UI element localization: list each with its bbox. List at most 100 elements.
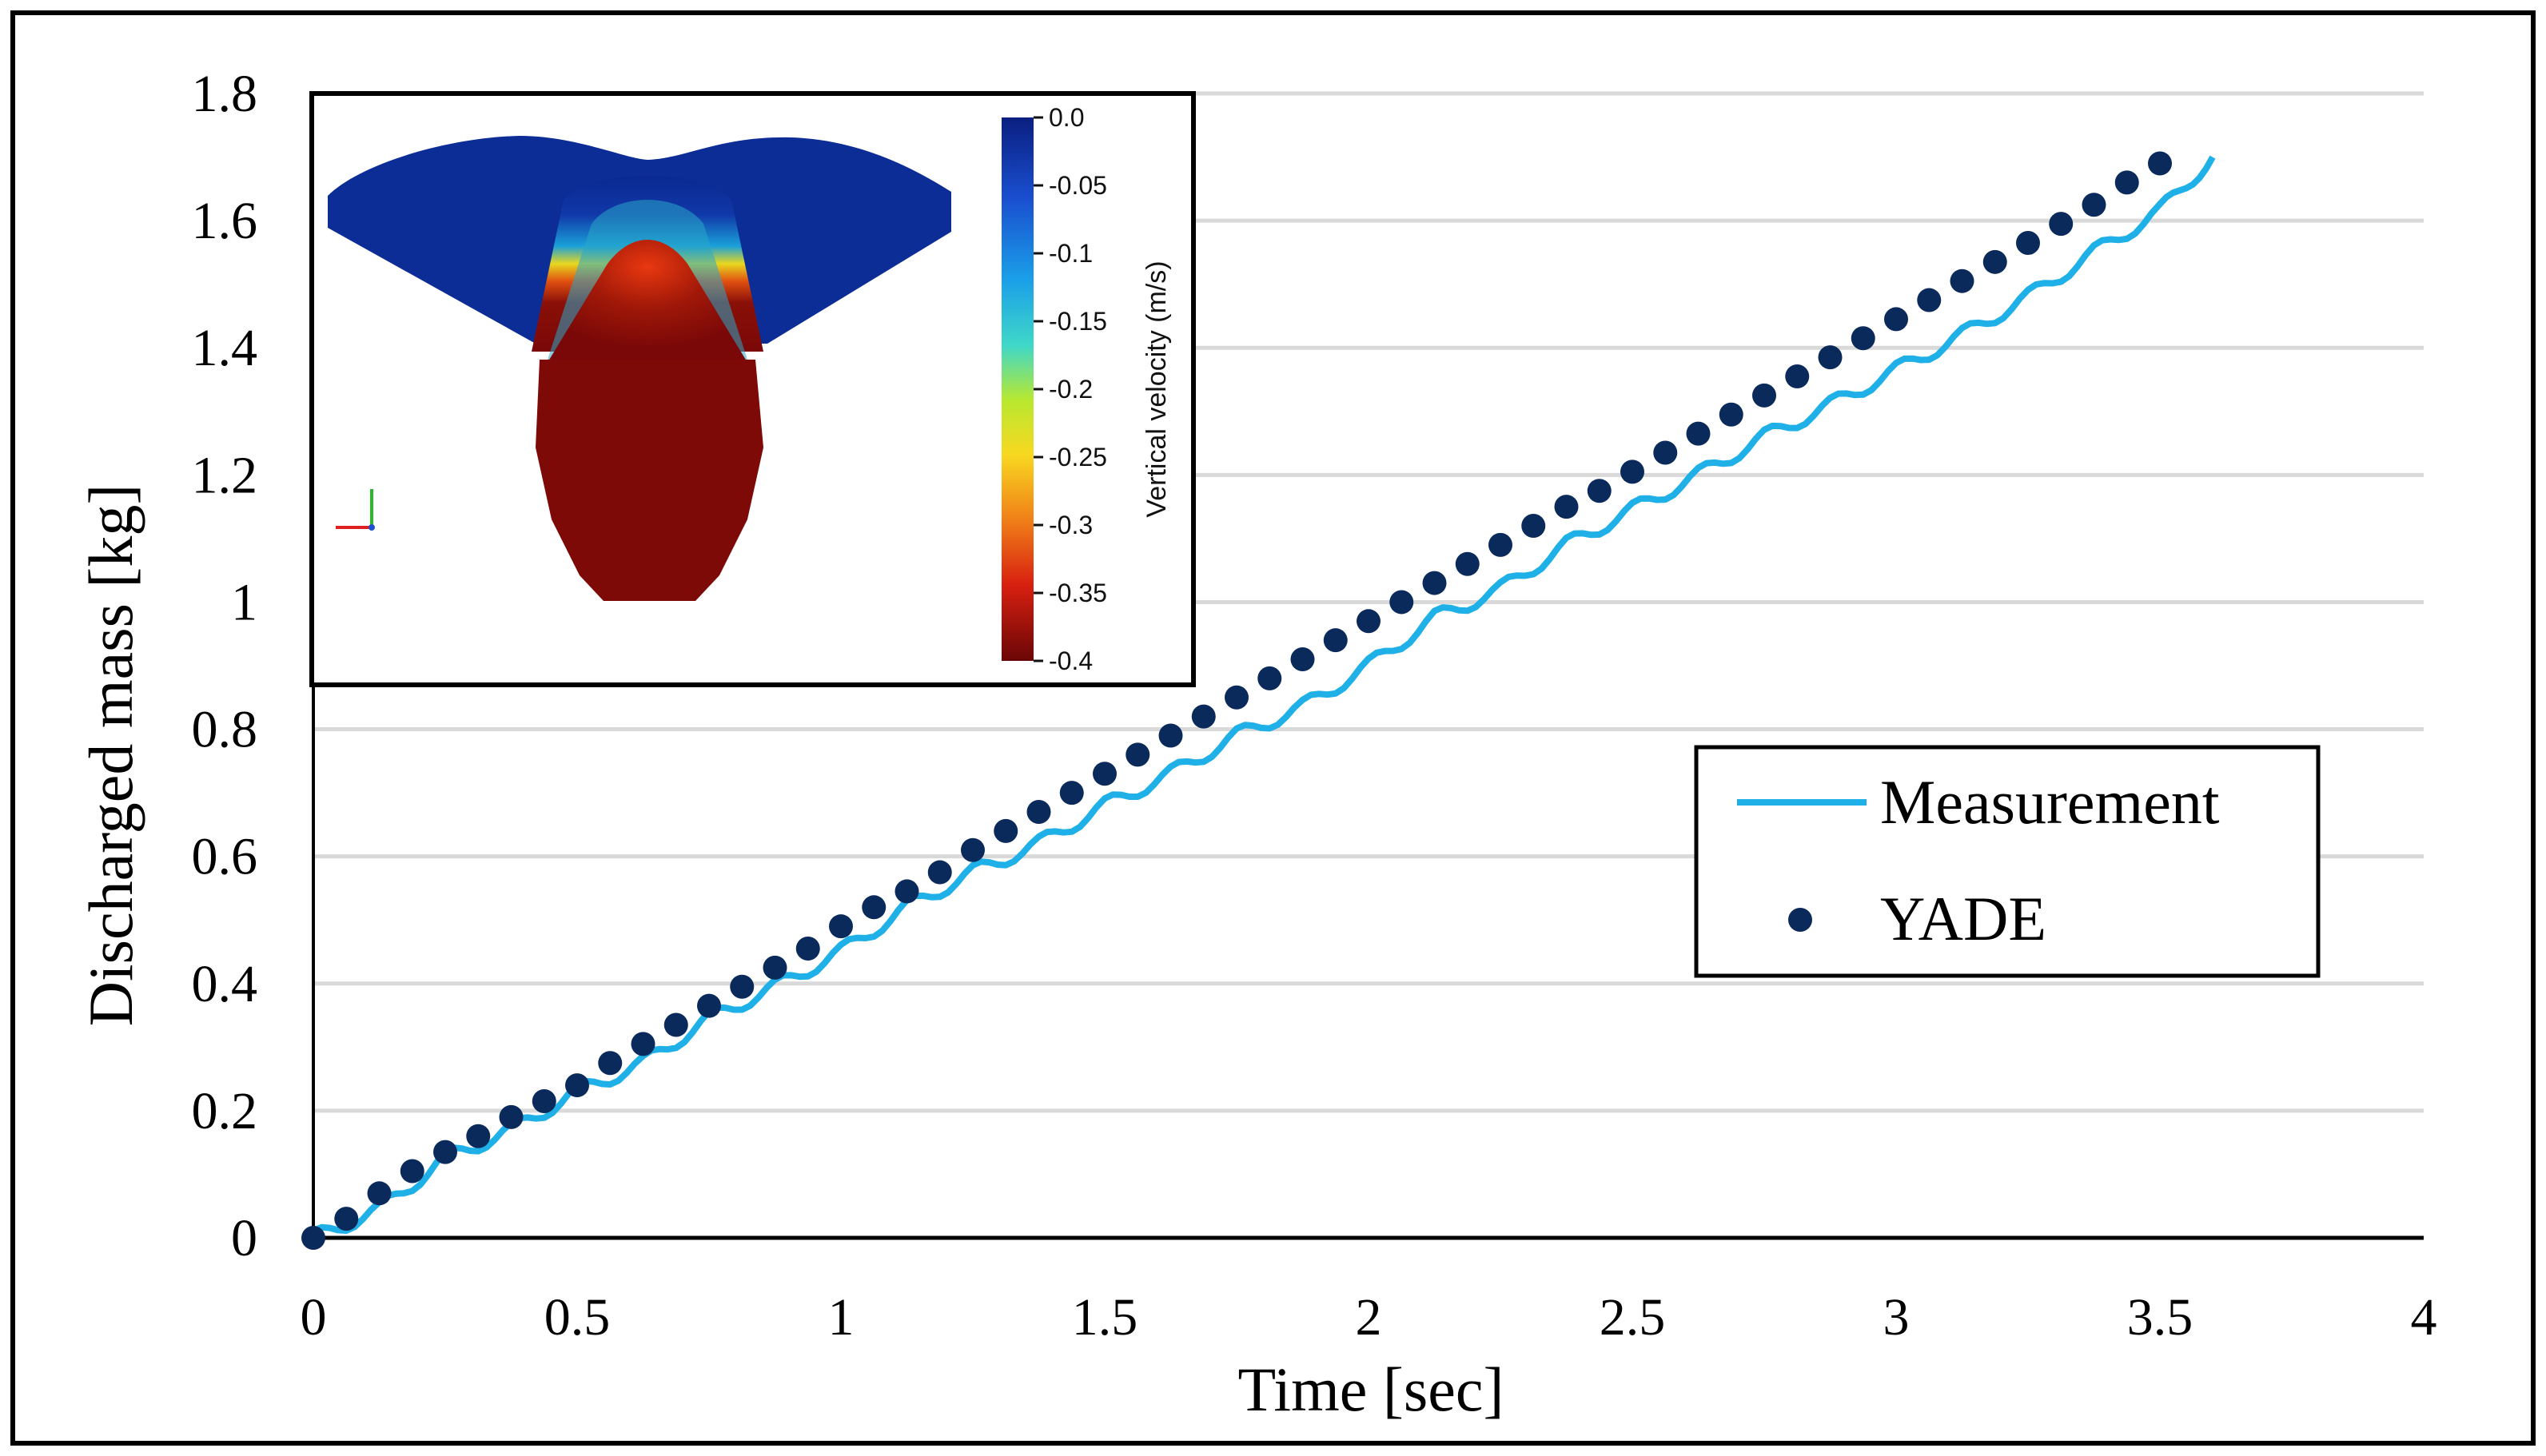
yade-point [1059, 781, 1084, 806]
colorbar-tick-label: 0.0 [1049, 103, 1084, 132]
x-tick-label: 1.5 [1072, 1288, 1138, 1347]
yade-point [466, 1124, 491, 1148]
x-tick-label: 0 [301, 1288, 327, 1347]
yade-point [1851, 326, 1875, 351]
yade-point [2148, 151, 2172, 176]
legend-measurement-label: Measurement [1880, 767, 2220, 837]
legend-yade-label: YADE [1880, 884, 2046, 953]
colorbar-tick-label: -0.05 [1049, 171, 1107, 200]
legend-yade-swatch [1788, 908, 1812, 932]
orientation-triad-icon [336, 489, 375, 531]
yade-point [862, 895, 887, 920]
colorbar-tick-label: -0.25 [1049, 443, 1107, 471]
yade-point [730, 974, 755, 999]
yade-point [598, 1051, 623, 1076]
colorbar-title: Vertical velocity (m/s) [1142, 261, 1172, 517]
yade-point [1389, 590, 1414, 615]
yade-point [1191, 704, 1216, 729]
yade-point [565, 1073, 589, 1098]
yade-point [1290, 647, 1315, 672]
yade-point [894, 879, 919, 904]
yade-point [1422, 571, 1447, 595]
yade-point [1158, 723, 1183, 748]
measurement-series [312, 155, 2216, 1234]
yade-point [334, 1207, 359, 1231]
yade-point [1653, 440, 1678, 465]
legend-box [1694, 745, 2321, 978]
y-axis-title: Discharged mass [kg] [76, 484, 145, 1027]
yade-point [663, 1012, 688, 1037]
yade-point [994, 818, 1018, 843]
colorbar-tick-label: -0.4 [1049, 646, 1093, 675]
yade-point [2082, 193, 2106, 217]
outlet-particles [536, 360, 763, 601]
y-tick-label: 1.2 [192, 446, 258, 504]
yade-point [1554, 495, 1579, 519]
yade-point [961, 837, 985, 862]
y-tick-label: 1.6 [192, 192, 258, 250]
yade-point [1126, 742, 1150, 767]
x-tick-label: 1 [828, 1288, 855, 1347]
yade-series [301, 151, 2172, 1250]
yade-point [1521, 513, 1546, 538]
x-tick-label: 2.5 [1600, 1288, 1666, 1347]
yade-point [1884, 307, 1908, 332]
colorbar [1002, 117, 1034, 661]
x-tick-label: 0.5 [544, 1288, 611, 1347]
colorbar-tick-label: -0.1 [1049, 239, 1093, 268]
colorbar-tick-label: -0.3 [1049, 511, 1093, 539]
yade-point [1323, 628, 1348, 653]
simulation-inset: 0.0-0.05-0.1-0.15-0.2-0.25-0.3-0.35-0.4 … [309, 91, 1196, 687]
yade-point [1719, 402, 1743, 427]
yade-point [433, 1140, 457, 1164]
x-tick-label: 4 [2411, 1288, 2437, 1347]
yade-point [2049, 212, 2074, 237]
yade-point [763, 955, 787, 980]
y-tick-label: 0.4 [192, 955, 258, 1013]
yade-point [697, 993, 721, 1018]
yade-point [532, 1088, 556, 1113]
x-tick-label: 2 [1356, 1288, 1382, 1347]
yade-point [499, 1104, 524, 1129]
colorbar-tick-label: -0.15 [1049, 307, 1107, 336]
x-tick-label: 3.5 [2127, 1288, 2193, 1347]
yade-point [2114, 170, 2139, 195]
yade-point [1225, 685, 1249, 710]
y-tick-label: 1.8 [192, 65, 258, 123]
colorbar-tick-label: -0.35 [1049, 579, 1107, 607]
colorbar-ticks: 0.0 -0.05 -0.1 -0.15 -0.2 -0.25 -0.3 -0.35 -0.4 [1034, 103, 1107, 675]
colorbar-tick-label: -0.2 [1049, 375, 1093, 404]
y-tick-labels: 0 0.2 0.4 0.6 0.8 1 1.2 1.4 1.6 1.8 [192, 65, 258, 1267]
measurement-line [312, 155, 2216, 1234]
yade-point [1488, 532, 1512, 557]
yade-point [829, 914, 853, 939]
yade-point [367, 1181, 392, 1206]
yade-point [1950, 269, 1974, 293]
y-tick-label: 1 [231, 573, 257, 631]
yade-point [1620, 459, 1644, 484]
yade-point [1818, 345, 1843, 370]
yade-point [631, 1032, 655, 1056]
y-tick-label: 0.2 [192, 1082, 258, 1140]
y-tick-label: 1.4 [192, 319, 258, 377]
yade-point [1785, 364, 1810, 389]
hopper-particles-hot [540, 240, 755, 376]
yade-point [400, 1159, 424, 1183]
yade-point [1093, 762, 1117, 786]
yade-point [1026, 799, 1051, 824]
yade-point [1257, 666, 1282, 690]
yade-point [301, 1226, 325, 1250]
y-tick-label: 0.6 [192, 828, 258, 886]
x-axis-title: Time [sec] [1238, 1355, 1504, 1424]
yade-point [1917, 288, 1942, 312]
x-tick-labels: 0 0.5 1 1.5 2 2.5 3 3.5 4 [301, 1288, 2437, 1347]
x-tick-label: 3 [1883, 1288, 1910, 1347]
yade-point [1587, 479, 1612, 503]
yade-point [795, 937, 820, 961]
yade-point [1982, 249, 2007, 274]
yade-point [2016, 230, 2040, 255]
yade-point [1752, 383, 1776, 408]
y-tick-label: 0 [231, 1209, 257, 1267]
yade-point [1357, 609, 1381, 634]
